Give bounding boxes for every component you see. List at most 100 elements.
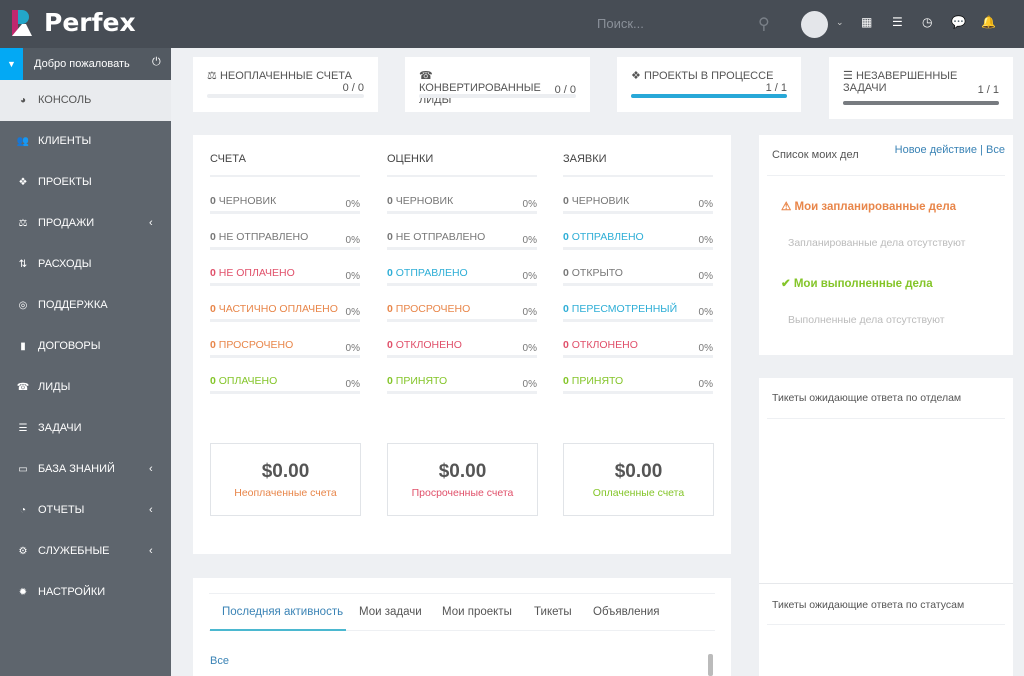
status-count: 0 (563, 339, 569, 351)
chevron-down-icon[interactable]: ⌄ (836, 17, 844, 27)
status-row[interactable]: 0 НЕ ОТПРАВЛЕНО 0% (387, 231, 537, 246)
scrollbar[interactable] (708, 654, 713, 676)
planned-title: Мои запланированные дела (794, 201, 957, 213)
status-label: ОТКЛОНЕНО (395, 339, 462, 351)
status-count: 0 (563, 375, 569, 387)
life-ring-icon: ◎ (18, 300, 28, 311)
tab-1[interactable]: Мои задачи (359, 606, 422, 618)
sidebar-item-label: ЛИДЫ (38, 381, 71, 393)
sidebar-item-6[interactable]: ▮ ДОГОВОРЫ (0, 326, 171, 367)
stat-value: 0 / 0 (554, 84, 576, 96)
stat-card: ☎ КОНВЕРТИРОВАННЫЕ ЛИДЫ 0 / 0 (405, 57, 590, 112)
sidebar-item-0[interactable]: ◕ КОНСОЛЬ (0, 80, 171, 121)
cogs-icon: ⚙ (18, 546, 28, 557)
status-row[interactable]: 0 ПРИНЯТО 0% (387, 375, 537, 390)
status-row[interactable]: 0 ЧЕРНОВИК 0% (563, 195, 713, 210)
tab-3[interactable]: Тикеты (534, 606, 572, 618)
sidebar-item-label: КОНСОЛЬ (38, 94, 92, 106)
sidebar-item-3[interactable]: ⚖ ПРОДАЖИ ‹ (0, 203, 171, 244)
clock-icon[interactable]: ◷ (922, 15, 933, 29)
status-percent: 0% (698, 271, 713, 282)
sidebar-item-9[interactable]: ▭ БАЗА ЗНАНИЙ ‹ (0, 449, 171, 490)
status-count: 0 (210, 195, 216, 207)
column-title: ЗАЯВКИ (563, 153, 607, 165)
status-count: 0 (387, 303, 393, 315)
status-row[interactable]: 0 ОТПРАВЛЕНО 0% (563, 231, 713, 246)
stat-card: ❖ ПРОЕКТЫ В ПРОЦЕССЕ 1 / 1 (617, 57, 801, 112)
cubes-icon: ❖ (18, 177, 28, 188)
column-title: ОЦЕНКИ (387, 153, 434, 165)
status-label: ПРИНЯТО (571, 375, 624, 387)
check-icon: ✔ (781, 278, 791, 290)
status-row[interactable]: 0 ОТКЛОНЕНО 0% (563, 339, 713, 354)
sidebar-item-11[interactable]: ⚙ СЛУЖЕБНЫЕ ‹ (0, 531, 171, 572)
stat-progress (631, 94, 787, 98)
status-percent: 0% (698, 379, 713, 390)
sidebar-item-2[interactable]: ❖ ПРОЕКТЫ (0, 162, 171, 203)
sidebar-item-7[interactable]: ☎ ЛИДЫ (0, 367, 171, 408)
sidebar-item-label: РАСХОДЫ (38, 258, 92, 270)
sidebar-item-1[interactable]: 👥 КЛИЕНТЫ (0, 121, 171, 162)
sidebar-item-10[interactable]: ◔ ОТЧЕТЫ ‹ (0, 490, 171, 531)
status-count: 0 (387, 195, 393, 207)
tab-2[interactable]: Мои проекты (442, 606, 512, 618)
top-navbar: Perfex Поиск... ⚲ ⌄ ▦ ☰ ◷ 💬 🔔 (0, 0, 1024, 48)
caret-down-icon[interactable]: ▼ (0, 48, 23, 80)
bell-icon[interactable]: 🔔 (981, 15, 996, 29)
perfex-logo (12, 10, 32, 36)
status-row[interactable]: 0 ПРОСРОЧЕНО 0% (387, 303, 537, 318)
status-row[interactable]: 0 ОТКЛОНЕНО 0% (387, 339, 537, 354)
total-label: Просроченные счета (411, 487, 514, 499)
status-row[interactable]: 0 ОТКРЫТО 0% (563, 267, 713, 282)
total-label: Неоплаченные счета (234, 487, 337, 499)
filter-all-link[interactable]: Все (210, 655, 229, 667)
status-row[interactable]: 0 ПРОСРОЧЕНО 0% (210, 339, 360, 354)
status-row[interactable]: 0 ПЕРЕСМОТРЕННЫЙ 0% (563, 303, 713, 318)
search-input[interactable]: Поиск... (597, 16, 644, 31)
sidebar-item-label: ПРОДАЖИ (38, 217, 95, 229)
status-row[interactable]: 0 ОПЛАЧЕНО 0% (210, 375, 360, 390)
status-count: 0 (387, 267, 393, 279)
status-count: 0 (563, 267, 569, 279)
status-label: ЧЕРНОВИК (395, 195, 454, 207)
new-action-link[interactable]: Новое действие (894, 144, 978, 156)
status-row[interactable]: 0 ОТПРАВЛЕНО 0% (387, 267, 537, 282)
sidebar-item-4[interactable]: ⇅ РАСХОДЫ (0, 244, 171, 285)
all-link[interactable]: Все (986, 144, 1005, 156)
total-box: $0.00 Неоплаченные счета (210, 443, 361, 516)
stat-title: НЕОПЛАЧЕННЫЕ СЧЕТА (219, 70, 353, 82)
total-amount: $0.00 (614, 461, 663, 482)
tab-0[interactable]: Последняя активность (222, 606, 344, 618)
status-row[interactable]: 0 НЕ ОТПРАВЛЕНО 0% (210, 231, 360, 246)
status-label: ОТКЛОНЕНО (571, 339, 638, 351)
sidebar-item-label: ПОДДЕРЖКА (38, 299, 108, 311)
tickets-by-status-title: Тикеты ожидающие ответа по статусам (772, 599, 965, 611)
status-label: НЕ ОТПРАВЛЕНО (218, 231, 309, 243)
stat-icon: ☰ (843, 70, 853, 82)
stat-card: ☰ НЕЗАВЕРШЕННЫЕ ЗАДАЧИ 1 / 1 (829, 57, 1013, 119)
sidebar-item-label: ЗАДАЧИ (38, 422, 82, 434)
power-icon[interactable]: ⏻ (152, 56, 161, 68)
status-row[interactable]: 0 НЕ ОПЛАЧЕНО 0% (210, 267, 360, 282)
tab-4[interactable]: Объявления (593, 606, 660, 618)
newspaper-icon[interactable]: ▦ (861, 15, 873, 29)
user-avatar[interactable] (801, 11, 828, 38)
list-icon[interactable]: ☰ (892, 15, 903, 29)
chat-icon[interactable]: 💬 (951, 15, 966, 29)
status-row[interactable]: 0 ПРИНЯТО 0% (563, 375, 713, 390)
status-row[interactable]: 0 ЧЕРНОВИК 0% (210, 195, 360, 210)
column-title: СЧЕТА (210, 153, 246, 165)
sort-amount-icon: ⇅ (18, 259, 28, 270)
total-amount: $0.00 (261, 461, 310, 482)
search-icon[interactable]: ⚲ (758, 16, 770, 33)
tickets-panel: Тикеты ожидающие ответа по отделам Тикет… (759, 378, 1013, 676)
status-row[interactable]: 0 ЧАСТИЧНО ОПЛАЧЕНО 0% (210, 303, 360, 318)
sidebar-item-8[interactable]: ☰ ЗАДАЧИ (0, 408, 171, 449)
done-empty: Выполненные дела отсутствуют (788, 314, 945, 326)
status-row[interactable]: 0 ЧЕРНОВИК 0% (387, 195, 537, 210)
tasks-icon: ☰ (18, 423, 28, 434)
sidebar-item-12[interactable]: ✹ НАСТРОЙКИ (0, 572, 171, 613)
status-label: ПРИНЯТО (395, 375, 448, 387)
sidebar-item-5[interactable]: ◎ ПОДДЕРЖКА (0, 285, 171, 326)
status-label: ЧЕРНОВИК (571, 195, 630, 207)
